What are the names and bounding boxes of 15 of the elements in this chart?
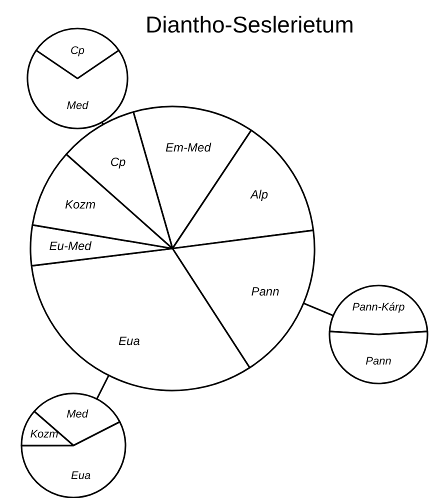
slice-label: Pann [366,355,392,368]
slice-label: Med [66,408,89,421]
slice-label: Pann [251,284,280,298]
slice-label: Eu-Med [49,239,92,254]
slice-label: Med [66,100,90,112]
slice-label: Eua [118,334,140,348]
slice-label: Cp [70,45,85,57]
slice-label: Alp [250,188,268,202]
slice-label: Kozm [30,428,58,441]
legend-label: Pann-Kárp [352,302,405,314]
slice-label: Kozm [64,197,96,212]
slice-label: Cp [110,154,126,169]
chart-title: Diantho-Seslerietum [146,12,354,38]
slice-label: Em-Med [166,140,212,154]
slice-label: Eua [71,470,91,482]
